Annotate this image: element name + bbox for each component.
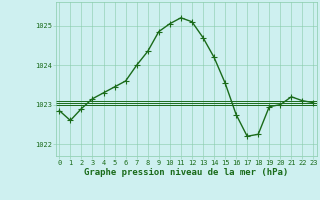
- X-axis label: Graphe pression niveau de la mer (hPa): Graphe pression niveau de la mer (hPa): [84, 168, 289, 177]
